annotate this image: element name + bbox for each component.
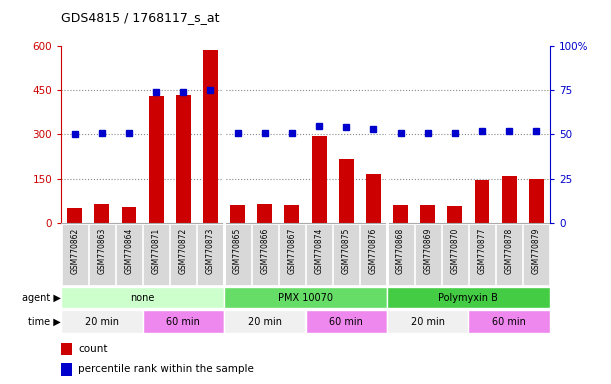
Bar (224, 310, 306, 333)
Bar (306, 224, 332, 285)
Bar (143, 224, 169, 285)
Bar (523, 224, 549, 285)
Bar (67, 208, 82, 223)
Text: time ▶: time ▶ (28, 316, 61, 327)
Text: GSM770868: GSM770868 (396, 228, 405, 274)
Text: GSM770862: GSM770862 (70, 228, 79, 274)
Bar (475, 180, 489, 223)
Bar (502, 176, 517, 223)
Bar (61, 363, 72, 376)
Bar (442, 224, 468, 285)
Bar (496, 224, 522, 285)
Text: GSM770879: GSM770879 (532, 228, 541, 274)
Bar (62, 224, 88, 285)
Bar (116, 224, 142, 285)
Text: GSM770874: GSM770874 (315, 228, 324, 274)
Text: 60 min: 60 min (329, 316, 363, 327)
Bar (61, 343, 72, 356)
Bar (252, 224, 278, 285)
Bar (230, 205, 245, 223)
Text: Polymyxin B: Polymyxin B (439, 293, 499, 303)
Bar (257, 204, 273, 223)
Bar (89, 224, 115, 285)
Bar (393, 205, 408, 223)
Text: GSM770875: GSM770875 (342, 228, 351, 274)
Text: none: none (130, 293, 155, 303)
Bar (420, 205, 435, 223)
Text: GSM770867: GSM770867 (287, 228, 296, 274)
Bar (61, 310, 142, 333)
Bar (203, 50, 218, 223)
Text: GSM770863: GSM770863 (97, 228, 106, 274)
Bar (224, 287, 387, 308)
Bar (142, 310, 224, 333)
Text: GDS4815 / 1768117_s_at: GDS4815 / 1768117_s_at (61, 12, 219, 25)
Bar (469, 310, 550, 333)
Bar (333, 224, 359, 285)
Text: percentile rank within the sample: percentile rank within the sample (78, 364, 254, 374)
Bar (366, 174, 381, 223)
Text: GSM770878: GSM770878 (505, 228, 514, 274)
Text: count: count (78, 344, 108, 354)
Bar (415, 224, 441, 285)
Text: GSM770866: GSM770866 (260, 228, 269, 274)
Bar (170, 224, 196, 285)
Text: 20 min: 20 min (85, 316, 119, 327)
Text: GSM770877: GSM770877 (478, 228, 486, 274)
Bar (306, 310, 387, 333)
Bar (338, 159, 354, 223)
Bar (176, 94, 191, 223)
Bar (61, 287, 224, 308)
Bar (148, 96, 164, 223)
Text: 20 min: 20 min (248, 316, 282, 327)
Text: GSM770873: GSM770873 (206, 228, 215, 274)
Text: GSM770870: GSM770870 (450, 228, 459, 274)
Bar (387, 287, 550, 308)
Bar (122, 207, 136, 223)
Bar (387, 310, 469, 333)
Text: GSM770869: GSM770869 (423, 228, 432, 274)
Text: 20 min: 20 min (411, 316, 445, 327)
Bar (312, 136, 326, 223)
Text: GSM770871: GSM770871 (152, 228, 161, 274)
Text: PMX 10070: PMX 10070 (278, 293, 333, 303)
Bar (360, 224, 386, 285)
Text: GSM770876: GSM770876 (369, 228, 378, 274)
Text: 60 min: 60 min (166, 316, 200, 327)
Bar (197, 224, 224, 285)
Bar (279, 224, 305, 285)
Text: GSM770864: GSM770864 (125, 228, 133, 274)
Text: GSM770865: GSM770865 (233, 228, 242, 274)
Text: GSM770872: GSM770872 (179, 228, 188, 274)
Bar (225, 224, 251, 285)
Text: agent ▶: agent ▶ (22, 293, 61, 303)
Text: 60 min: 60 min (492, 316, 526, 327)
Bar (387, 224, 414, 285)
Bar (447, 206, 463, 223)
Bar (529, 179, 544, 223)
Bar (94, 204, 109, 223)
Bar (469, 224, 495, 285)
Bar (285, 205, 299, 223)
